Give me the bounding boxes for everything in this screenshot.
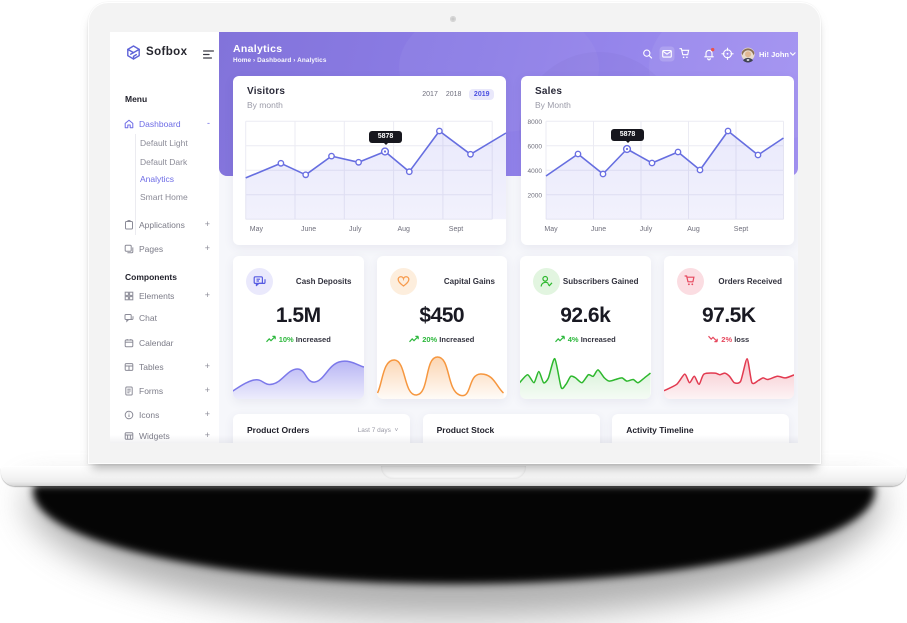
svg-text:June: June	[301, 226, 316, 233]
svg-text:June: June	[591, 226, 606, 233]
svg-text:4000: 4000	[528, 168, 543, 175]
svg-text:6000: 6000	[528, 143, 543, 150]
svg-text:Aug: Aug	[398, 226, 411, 233]
svg-text:July: July	[640, 226, 653, 233]
svg-text:May: May	[544, 226, 558, 233]
svg-text:July: July	[349, 226, 362, 233]
svg-text:May: May	[250, 226, 264, 233]
svg-text:Sept: Sept	[449, 226, 463, 233]
svg-text:Aug: Aug	[687, 226, 700, 233]
svg-text:8000: 8000	[528, 119, 543, 126]
svg-text:2000: 2000	[528, 192, 543, 199]
svg-text:Sept: Sept	[734, 226, 748, 233]
svg-text:Hi! John: Hi! John	[759, 50, 789, 59]
